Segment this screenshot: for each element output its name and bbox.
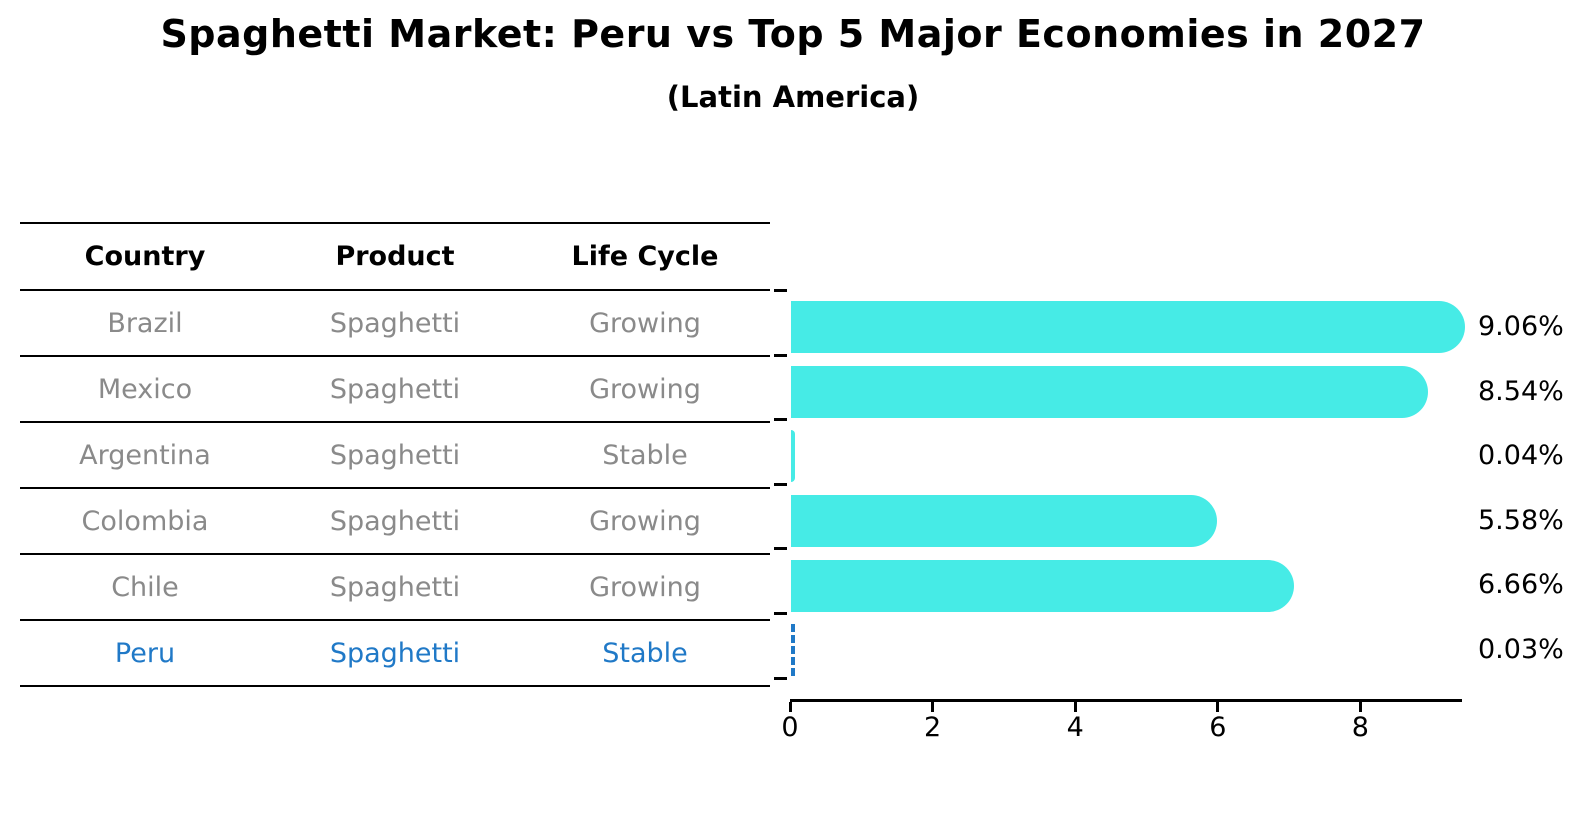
bar-value-label: 8.54% <box>1478 375 1564 407</box>
cell-country: Chile <box>111 571 179 603</box>
x-axis-tick-label: 2 <box>924 712 942 743</box>
bar-row: 5.58% <box>791 489 1586 554</box>
cell-country: Peru <box>114 637 176 669</box>
x-axis-tick <box>1216 702 1220 712</box>
x-axis-tick-label: 8 <box>1351 712 1369 743</box>
x-axis-tick <box>788 702 792 712</box>
cell-product: Spaghetti <box>329 307 461 339</box>
bar-chart: 9.06% 8.54% 0.04% 5.58% 6.66% 0.03% <box>791 295 1586 683</box>
cell-life-cycle: Stable <box>602 439 688 471</box>
y-axis-tick <box>774 289 787 292</box>
column-header-lifecycle: Life Cycle <box>571 241 719 272</box>
y-axis-tick <box>774 612 787 615</box>
page-subtitle: (Latin America) <box>666 80 920 114</box>
bar-row: 9.06% <box>791 295 1586 360</box>
data-table: Country Product Life Cycle Brazil Spaghe… <box>20 222 770 687</box>
cell-country: Argentina <box>79 439 211 471</box>
cell-product: Spaghetti <box>329 505 461 537</box>
table-row: Argentina Spaghetti Stable <box>20 423 770 489</box>
bar <box>791 365 1428 418</box>
cell-product: Spaghetti <box>329 439 461 471</box>
cell-country: Colombia <box>81 505 209 537</box>
y-axis-tick <box>774 353 787 357</box>
x-axis-tick-label: 6 <box>1209 712 1227 743</box>
y-axis-tick <box>774 547 787 551</box>
bar <box>791 430 795 483</box>
bar-row: 8.54% <box>791 360 1586 425</box>
x-axis-tick <box>931 702 935 712</box>
bar-value-label: 0.03% <box>1478 633 1564 665</box>
cell-product: Spaghetti <box>329 373 461 405</box>
cell-life-cycle: Stable <box>602 637 688 669</box>
bar-row: 6.66% <box>791 553 1586 618</box>
bar <box>791 495 1217 548</box>
cell-life-cycle: Growing <box>589 571 701 603</box>
bar-value-label: 0.04% <box>1478 440 1564 472</box>
x-axis-tick-label: 0 <box>781 712 799 743</box>
y-axis-tick <box>774 482 787 486</box>
column-header-product: Product <box>335 241 455 272</box>
x-axis-tick <box>1073 702 1077 712</box>
cell-product: Spaghetti <box>329 637 461 669</box>
cell-life-cycle: Growing <box>589 307 701 339</box>
bar <box>791 301 1465 354</box>
table-body: Brazil Spaghetti Growing Mexico Spaghett… <box>20 291 770 687</box>
x-axis-line <box>790 699 1462 702</box>
x-axis-tick <box>1358 702 1362 712</box>
bar-value-label: 5.58% <box>1478 504 1564 536</box>
cell-product: Spaghetti <box>329 571 461 603</box>
cell-life-cycle: Growing <box>589 505 701 537</box>
bar-row: 0.03% <box>791 618 1586 683</box>
column-header-country: Country <box>84 241 206 272</box>
bar <box>791 559 1294 612</box>
cell-country: Mexico <box>97 373 193 405</box>
table-row: Peru Spaghetti Stable <box>20 621 770 687</box>
table-row: Mexico Spaghetti Growing <box>20 357 770 423</box>
bar-value-label: 6.66% <box>1478 569 1564 601</box>
bar-value-label: 9.06% <box>1478 311 1564 342</box>
page-title: Spaghetti Market: Peru vs Top 5 Major Ec… <box>160 12 1426 56</box>
y-axis-tick <box>774 418 787 422</box>
table-row: Colombia Spaghetti Growing <box>20 489 770 555</box>
table-header-row: Country Product Life Cycle <box>20 222 770 291</box>
cell-country: Brazil <box>107 307 183 339</box>
bar-row: 0.04% <box>791 424 1586 489</box>
table-row: Chile Spaghetti Growing <box>20 555 770 621</box>
y-axis-tick <box>774 676 787 680</box>
x-axis-tick-label: 4 <box>1066 712 1084 743</box>
bar <box>791 624 795 677</box>
table-row: Brazil Spaghetti Growing <box>20 291 770 357</box>
cell-life-cycle: Growing <box>589 373 701 405</box>
